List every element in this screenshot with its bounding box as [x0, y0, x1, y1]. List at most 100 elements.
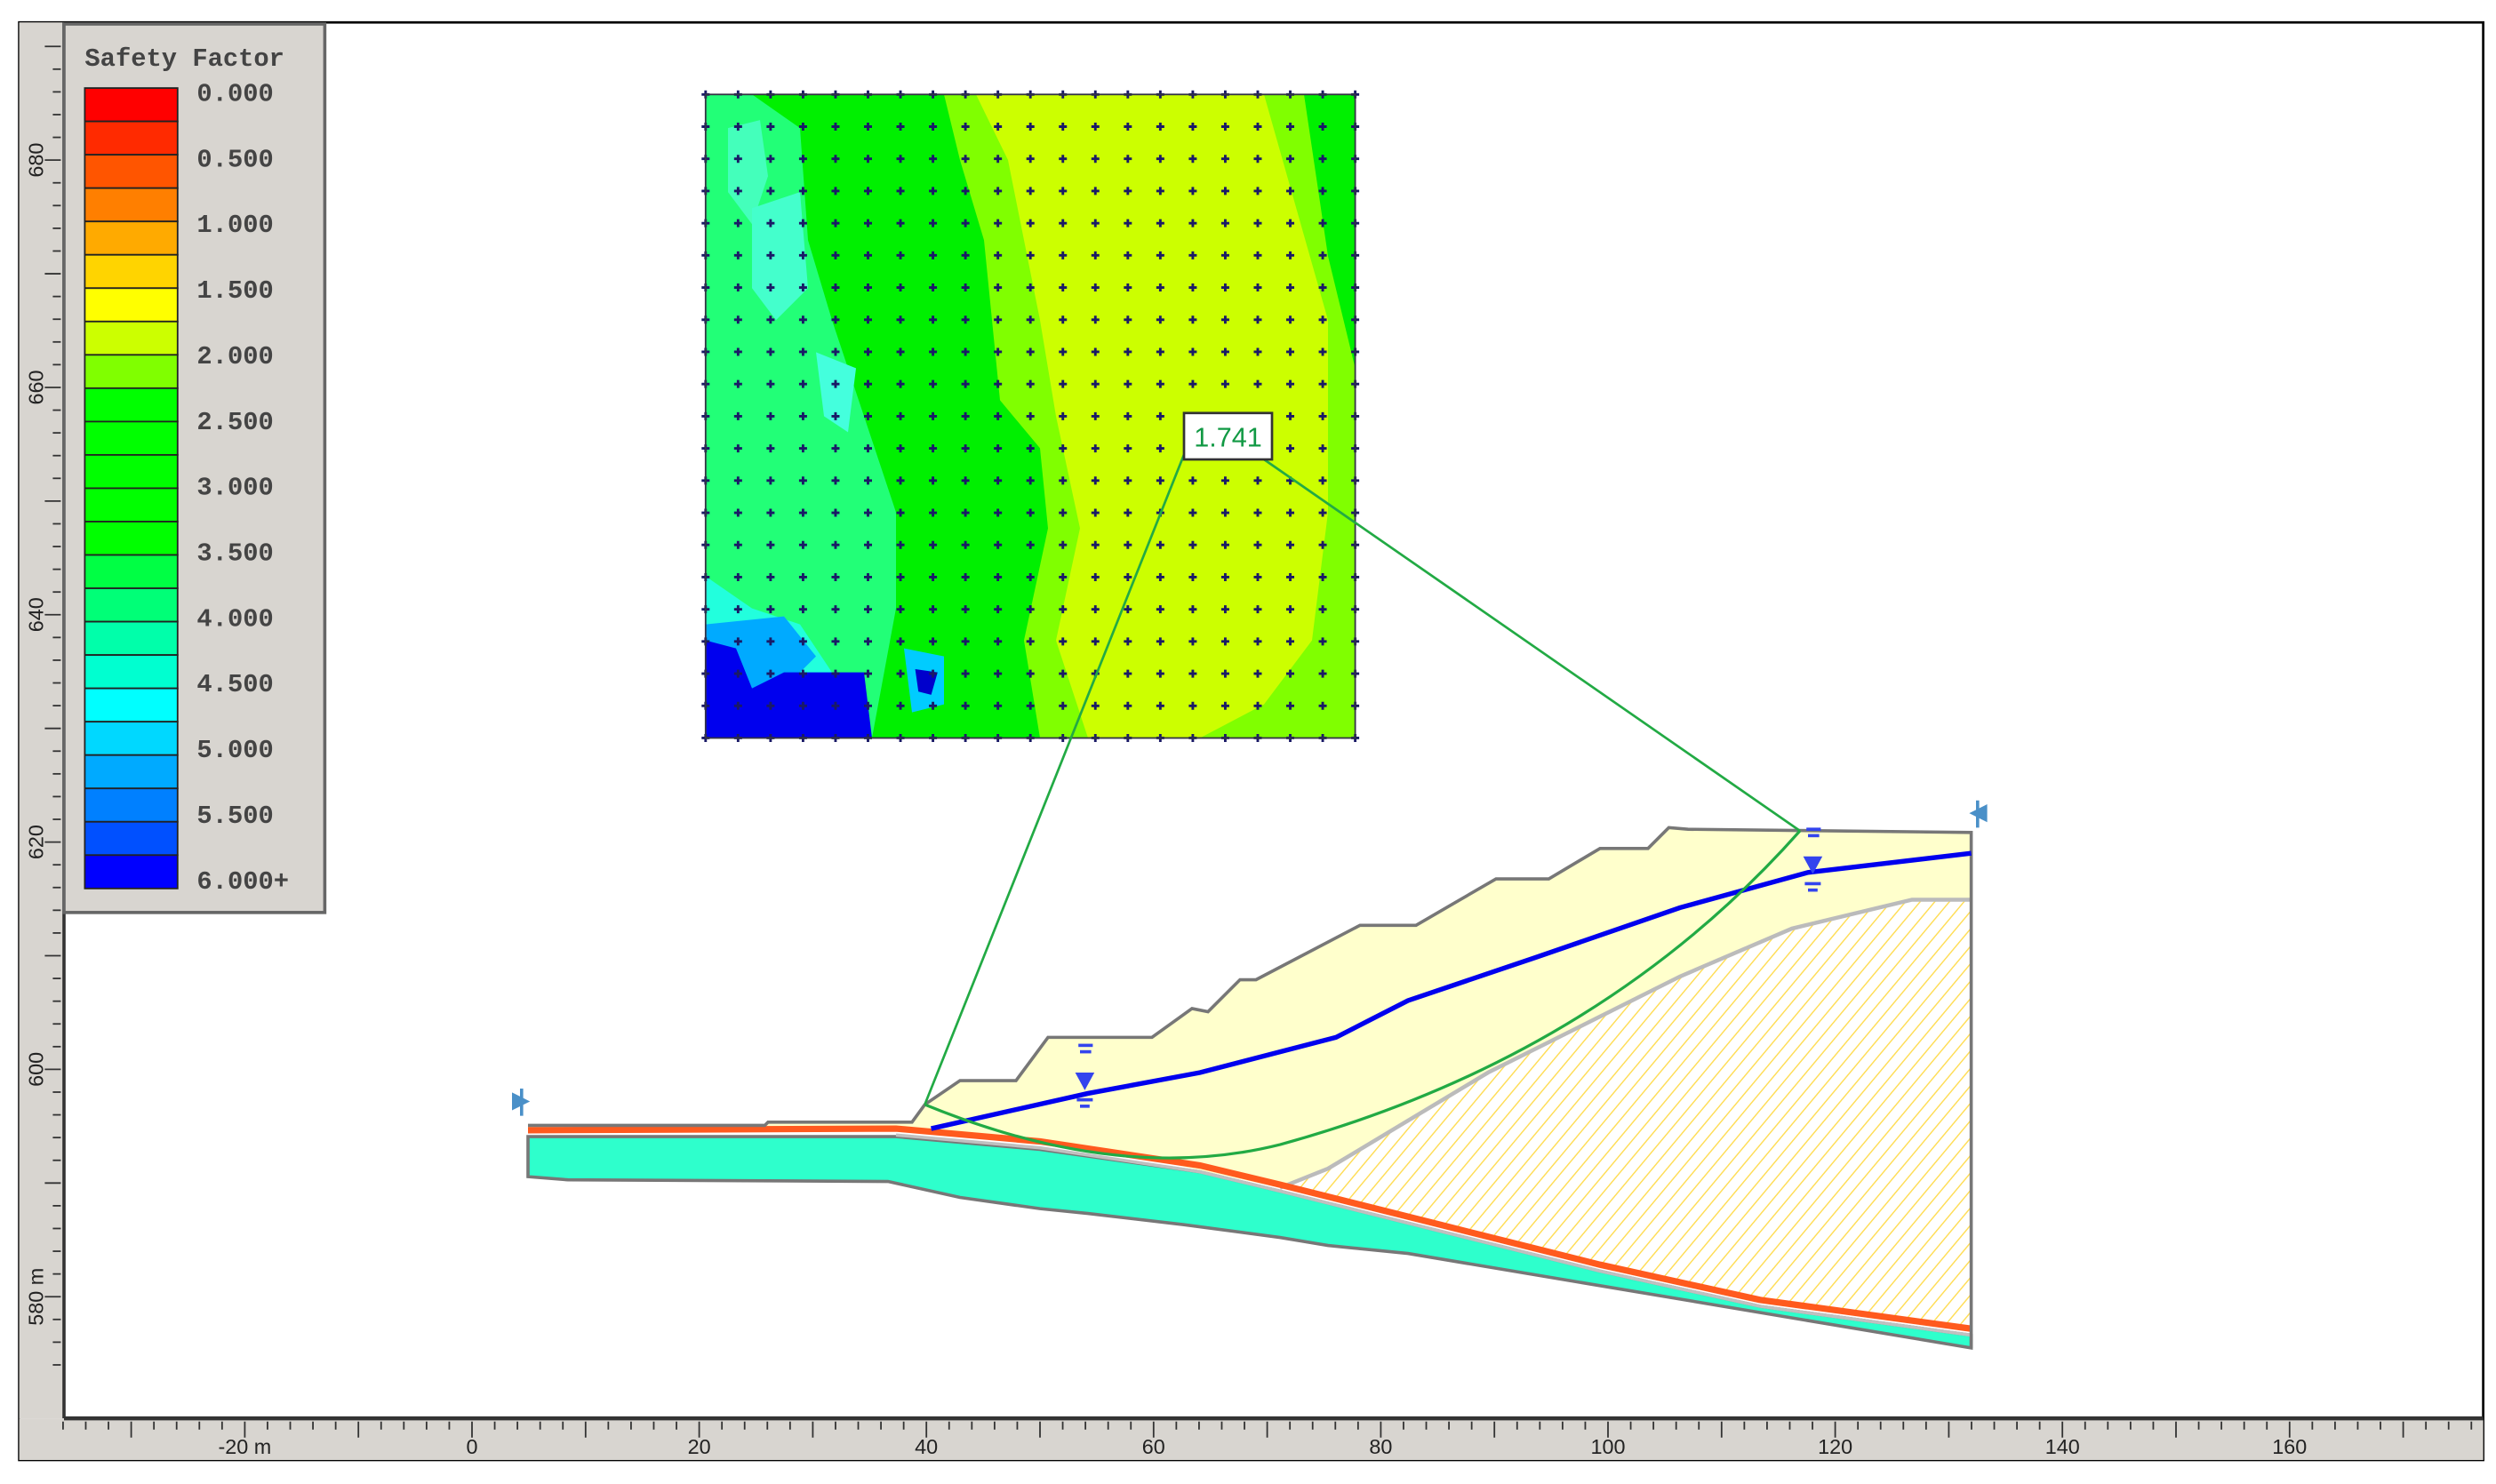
legend-band	[84, 820, 179, 857]
x-tick-label: 60	[1142, 1435, 1165, 1458]
grid-point	[1286, 444, 1295, 453]
grid-point	[1091, 701, 1100, 710]
x-tick-label: 40	[915, 1435, 938, 1458]
weak-layer	[527, 1125, 1972, 1332]
grid-point	[864, 701, 872, 710]
grid-point	[733, 605, 742, 614]
grid-point	[896, 315, 905, 324]
grid-point	[1188, 251, 1197, 259]
grid-point	[929, 251, 938, 259]
grid-point	[733, 347, 742, 356]
grid-point	[1026, 637, 1035, 646]
grid-point	[1156, 347, 1164, 356]
grid-point	[994, 122, 1003, 132]
x-ruler[interactable]	[19, 1418, 2484, 1460]
grid-point	[1026, 315, 1035, 324]
grid-point	[733, 572, 742, 581]
legend-band	[84, 387, 179, 423]
grid-point	[1091, 122, 1100, 132]
grid-point	[831, 347, 840, 356]
grid-point	[1220, 283, 1229, 292]
grid-point	[1059, 219, 1068, 227]
grid-point	[929, 605, 938, 614]
grid-point	[1124, 219, 1132, 227]
grid-point	[1156, 283, 1164, 292]
grid-point	[1059, 187, 1068, 195]
grid-point	[1220, 315, 1229, 324]
legend-label: 0.500	[196, 145, 273, 174]
grid-point	[1091, 637, 1100, 646]
grid-point	[1220, 251, 1229, 259]
grid-point	[929, 347, 938, 356]
grid-point	[831, 540, 840, 549]
grid-point	[1156, 411, 1164, 420]
grid-point	[929, 476, 938, 485]
grid-point	[798, 251, 807, 259]
grid-point	[929, 637, 938, 646]
grid-point	[1026, 444, 1035, 453]
grid-point	[766, 315, 775, 324]
grid-point	[896, 411, 905, 420]
legend-band	[84, 253, 179, 290]
grid-point	[733, 219, 742, 227]
grid-point	[1220, 155, 1229, 164]
legend-band	[84, 220, 179, 256]
grid-point	[1026, 572, 1035, 581]
x-tick-label: 80	[1369, 1435, 1392, 1458]
grid-point	[1188, 476, 1197, 485]
grid-point	[1156, 187, 1164, 195]
grid-point	[1091, 379, 1100, 388]
legend-band	[84, 687, 179, 723]
legend-label: 3.500	[196, 539, 273, 569]
grid-point	[994, 572, 1003, 581]
grid-point	[1286, 315, 1295, 324]
grid-point	[1091, 605, 1100, 614]
grid-point	[1156, 155, 1164, 164]
grid-point	[798, 187, 807, 195]
grid-point	[1188, 572, 1197, 581]
grid-point	[1318, 379, 1327, 388]
legend-band	[84, 521, 179, 556]
grid-point	[1156, 379, 1164, 388]
grid-point	[994, 283, 1003, 292]
grid-point	[1124, 411, 1132, 420]
grid-point	[831, 315, 840, 324]
grid-point	[798, 411, 807, 420]
grid-point	[929, 411, 938, 420]
y-ruler[interactable]	[19, 22, 65, 1419]
grid-point	[1156, 476, 1164, 485]
grid-point	[896, 540, 905, 549]
grid-point	[961, 572, 970, 581]
grid-point	[994, 476, 1003, 485]
grid-point	[994, 605, 1003, 614]
grid-point	[961, 540, 970, 549]
grid-point	[1156, 605, 1164, 614]
grid-point	[1188, 379, 1197, 388]
grid-point	[994, 315, 1003, 324]
grid-point	[831, 669, 840, 678]
grid-point	[1124, 540, 1132, 549]
grid-point	[961, 347, 970, 356]
grid-point	[929, 701, 938, 710]
grid-point	[1091, 476, 1100, 485]
grid-point	[798, 476, 807, 485]
grid-point	[1286, 187, 1295, 195]
grid-point	[766, 444, 775, 453]
y-tick-label: 580 m	[25, 1268, 48, 1326]
grid-point	[864, 315, 872, 324]
grid-point	[864, 187, 872, 195]
grid-point	[1026, 605, 1035, 614]
grid-point	[1253, 572, 1262, 581]
grid-point	[831, 508, 840, 517]
grid-point	[1124, 444, 1132, 453]
grid-point	[896, 187, 905, 195]
grid-point	[896, 122, 905, 132]
grid-point	[864, 476, 872, 485]
grid-point	[994, 411, 1003, 420]
grid-point	[961, 219, 970, 227]
grid-point	[1091, 444, 1100, 453]
grid-point	[1156, 540, 1164, 549]
grid-point	[1026, 540, 1035, 549]
safety-factor-label-box	[1182, 411, 1274, 461]
grid-point	[929, 444, 938, 453]
